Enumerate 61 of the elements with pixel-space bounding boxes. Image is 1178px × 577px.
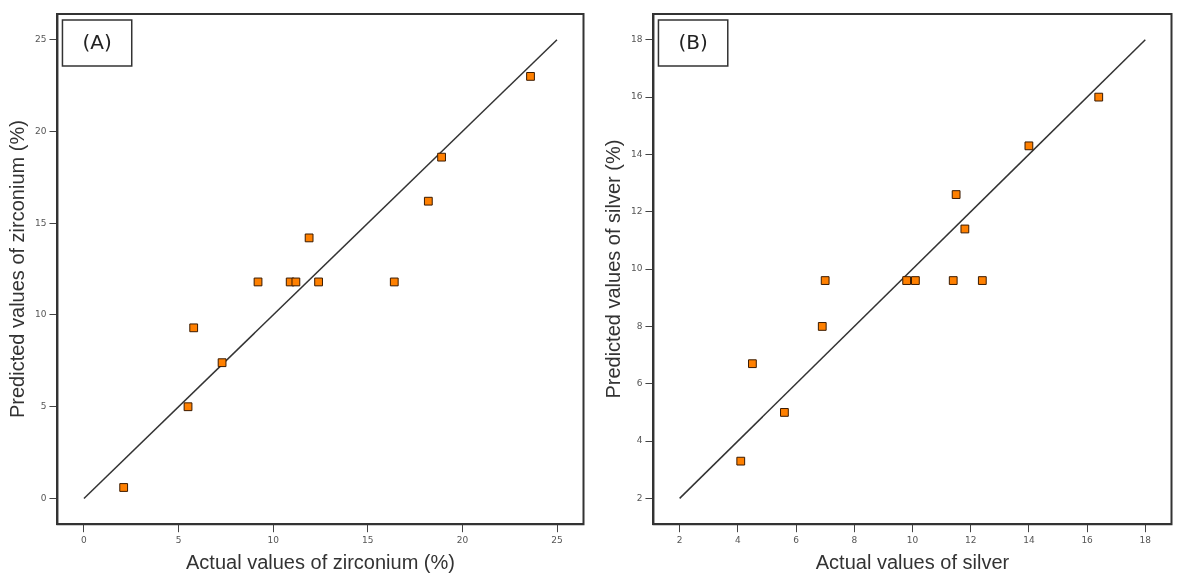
annotation: (A): [82, 30, 112, 55]
y-tick-label: 20: [35, 125, 47, 136]
point: [948, 276, 958, 285]
x-tick-label: 6: [793, 534, 800, 545]
point: [911, 276, 920, 285]
x-tick-label: 14: [1023, 534, 1035, 545]
point: [748, 359, 757, 369]
point: [977, 276, 987, 285]
point: [736, 456, 746, 466]
point: [304, 233, 314, 243]
point: [183, 402, 193, 412]
point: [437, 152, 446, 162]
y-tick-label: 2: [636, 492, 643, 503]
point: [526, 72, 535, 81]
x-tick-label: 18: [1139, 534, 1152, 545]
point: [389, 277, 399, 287]
point: [119, 483, 129, 492]
point: [1094, 92, 1104, 102]
x-tick-label: 15: [362, 534, 374, 545]
x-tick-label: 20: [456, 534, 469, 545]
y-tick-label: 12: [631, 206, 643, 217]
point: [291, 277, 301, 287]
point: [951, 190, 961, 199]
point: [902, 276, 912, 285]
y-tick-label: 4: [636, 435, 643, 446]
y-tick-label: 16: [631, 91, 643, 102]
y-tick-label: 18: [631, 34, 643, 45]
y-tick-label: 8: [636, 320, 643, 331]
x-tick-label: 4: [734, 534, 741, 545]
x-axis-title: Actual values of zirconium (%): [185, 550, 455, 573]
x-tick-label: 5: [175, 534, 182, 545]
point: [817, 322, 827, 331]
point: [189, 323, 199, 333]
x-tick-label: 12: [964, 534, 977, 545]
y-tick-label: 14: [631, 148, 643, 159]
x-tick-label: 0: [81, 534, 88, 545]
point: [253, 277, 263, 287]
x-tick-label: 25: [551, 534, 563, 545]
y-tick-label: 6: [636, 378, 643, 389]
point: [1024, 141, 1034, 151]
x-tick-label: 8: [851, 534, 858, 545]
y-tick-label: 10: [35, 309, 47, 320]
y-axis-title: Predicted values of silver (%): [601, 139, 624, 399]
x-tick-label: 16: [1081, 534, 1094, 545]
y-tick-label: 5: [40, 401, 47, 412]
x-axis-title: Actual values of silver: [815, 550, 1010, 573]
point: [960, 224, 970, 234]
point: [314, 277, 323, 287]
x-tick-label: 10: [906, 534, 919, 545]
annotation: (B): [678, 30, 708, 55]
point: [217, 358, 227, 368]
point: [820, 276, 830, 285]
x-tick-label: 2: [676, 534, 683, 545]
y-tick-label: 0: [40, 492, 47, 503]
y-axis-title: Predicted values of zirconium (%): [5, 120, 28, 419]
y-tick-label: 25: [35, 34, 47, 45]
point: [780, 408, 789, 417]
x-tick-label: 10: [267, 534, 280, 545]
y-tick-label: 10: [631, 263, 643, 274]
point: [423, 196, 433, 206]
y-tick-label: 15: [35, 217, 47, 228]
